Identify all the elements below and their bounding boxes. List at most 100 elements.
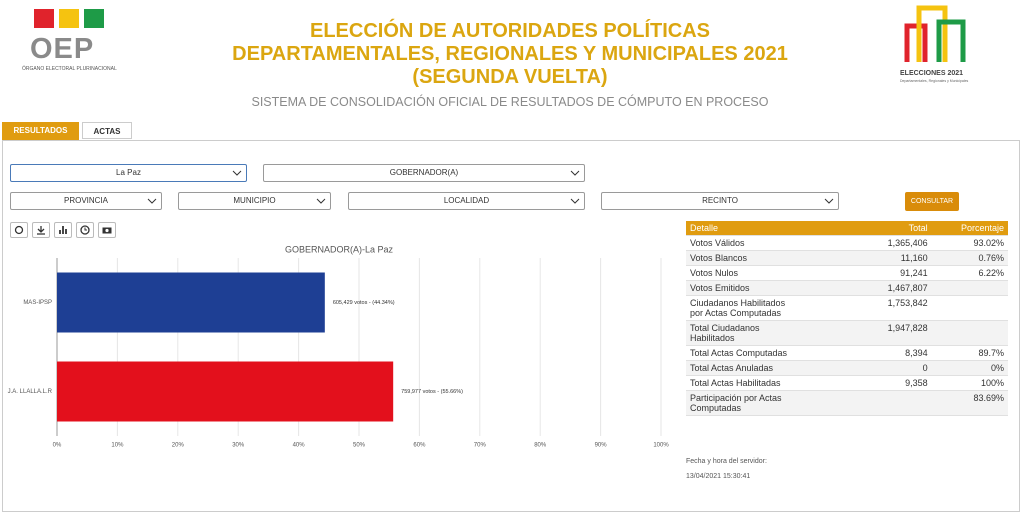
logo-text: OEP xyxy=(30,33,95,65)
subtitle: SISTEMA DE CONSOLIDACIÓN OFICIAL DE RESU… xyxy=(251,95,769,109)
table-cell: 89.7% xyxy=(931,345,1008,361)
table-cell: 1,467,807 xyxy=(857,280,932,296)
header-row: Detalle Total Porcentaje xyxy=(686,221,1008,236)
bar xyxy=(57,272,325,333)
x-tick-label: 80% xyxy=(534,443,547,449)
table-cell: Votos Nulos xyxy=(686,265,858,281)
bar xyxy=(57,361,394,422)
right-logo-subtitle: Departamentales, Regionales y Municipale… xyxy=(900,79,969,83)
table-cell xyxy=(931,295,1008,321)
refresh-button[interactable] xyxy=(10,222,28,238)
table-cell: Votos Válidos xyxy=(686,235,858,251)
table-cell: 0 xyxy=(857,360,932,376)
main-panel xyxy=(2,140,1020,512)
x-tick-label: 100% xyxy=(653,443,669,449)
table-cell: 1,365,406 xyxy=(857,235,932,251)
table-cell: Total Actas Habilitadas xyxy=(686,375,858,391)
chart: GOBERNADOR(A)-La Paz 0% 10% 20% 30% 40% 50% 60%… xyxy=(8,244,670,449)
table-cell: 1,947,828 xyxy=(857,320,932,346)
camera-button[interactable] xyxy=(98,222,116,238)
select-text: PROVINCIA xyxy=(63,196,108,205)
select-text: MUNICIPIO xyxy=(233,196,276,205)
tab-actas[interactable]: ACTAS xyxy=(82,122,132,139)
select-provincia[interactable]: PROVINCIA xyxy=(10,192,162,210)
server-time-label: Fecha y hora del servidor: xyxy=(686,458,767,465)
chart-button[interactable] xyxy=(54,222,72,238)
logo-subtitle: ÓRGANO ELECTORAL PLURINACIONAL xyxy=(22,66,117,72)
right-logo xyxy=(904,5,966,62)
select-localidad[interactable]: LOCALIDAD xyxy=(348,192,585,210)
select-text: La Paz xyxy=(116,168,141,177)
table-cell: Ciudadanos Habilitados por Actas Computa… xyxy=(686,295,858,321)
logo-square xyxy=(59,9,79,28)
value-label: 605,429 votos - (44.34%) xyxy=(333,300,395,306)
table-cell: 11,160 xyxy=(857,250,932,266)
header-cell: Detalle xyxy=(686,221,858,236)
table-row: Total Actas Anuladas 0 0% xyxy=(686,360,1008,376)
table-row: Votos Emitidos 1,467,807 xyxy=(686,280,1008,296)
table-row: Votos Nulos 91,241 6.22% xyxy=(686,265,1008,281)
table-cell: 91,241 xyxy=(857,265,932,281)
table-cell: Total Actas Anuladas xyxy=(686,360,858,376)
x-tick-label: 20% xyxy=(172,443,185,449)
server-time-value: 13/04/2021 15:30:41 xyxy=(686,473,751,480)
results-table-wrap: Detalle Total Porcentaje Votos Válidos 1,365… xyxy=(686,221,1008,416)
tab-resultados[interactable]: RESULTADOS xyxy=(2,122,79,140)
x-tick-label: 40% xyxy=(293,443,306,449)
header-cell: Porcentaje xyxy=(931,221,1008,236)
table-row: Ciudadanos Habilitados por Actas Computa… xyxy=(686,295,1008,321)
x-tick-label: 30% xyxy=(232,443,245,449)
table-cell: Total Ciudadanos Habilitados xyxy=(686,320,858,346)
table-cell: 83.69% xyxy=(931,390,1008,416)
history-button[interactable] xyxy=(76,222,94,238)
table-row: Total Actas Computadas 8,394 89.7% xyxy=(686,345,1008,361)
select-recinto[interactable]: RECINTO xyxy=(601,192,839,210)
table-cell: 0% xyxy=(931,360,1008,376)
y-tick-label: J.A. LLALLA.L.R xyxy=(8,389,53,395)
table-cell xyxy=(931,320,1008,346)
select-departamento[interactable]: La Paz xyxy=(10,164,247,182)
table-cell: 100% xyxy=(931,375,1008,391)
x-tick-label: 50% xyxy=(353,443,366,449)
table-cell xyxy=(931,280,1008,296)
table-cell: 1,753,842 xyxy=(857,295,932,321)
right-logo-text: ELECCIONES 2021 xyxy=(900,70,964,77)
x-tick-label: 70% xyxy=(474,443,487,449)
y-tick-label: MAS-IPSP xyxy=(23,300,52,306)
table-cell: 6.22% xyxy=(931,265,1008,281)
x-tick-label: 0% xyxy=(53,443,62,449)
table-cell: 93.02% xyxy=(931,235,1008,251)
value-label: 759,977 votos - (55.66%) xyxy=(401,389,463,395)
logo-square xyxy=(84,9,104,28)
x-tick-label: 60% xyxy=(413,443,426,449)
consultar-button[interactable]: CONSULTAR xyxy=(905,192,959,211)
title-line: DEPARTAMENTALES, REGIONALES Y MUNICIPALE… xyxy=(232,43,788,65)
table-row: Participación por Actas Computadas 83.69% xyxy=(686,390,1008,416)
logo-square xyxy=(34,9,54,28)
x-tick-label: 90% xyxy=(595,443,608,449)
table-cell: Participación por Actas Computadas xyxy=(686,390,858,416)
table-cell: 9,358 xyxy=(857,375,932,391)
table-cell: Votos Blancos xyxy=(686,250,858,266)
select-text: GOBERNADOR(A) xyxy=(389,168,459,177)
select-text: LOCALIDAD xyxy=(443,196,490,205)
table-cell: 8,394 xyxy=(857,345,932,361)
select-municipio[interactable]: MUNICIPIO xyxy=(178,192,331,210)
results-table: Detalle Total Porcentaje Votos Válidos 1,365… xyxy=(686,221,1008,416)
header-cell: Total xyxy=(857,221,932,236)
x-tick-label: 10% xyxy=(111,443,124,449)
table-cell: Total Actas Computadas xyxy=(686,345,858,361)
select-text: RECINTO xyxy=(702,196,738,205)
table-row: Total Actas Habilitadas 9,358 100% xyxy=(686,375,1008,391)
download-button[interactable] xyxy=(32,222,50,238)
title-line: (SEGUNDA VUELTA) xyxy=(412,66,608,88)
select-cargo[interactable]: GOBERNADOR(A) xyxy=(263,164,585,182)
table-cell xyxy=(857,390,932,416)
table-row: Votos Blancos 11,160 0.76% xyxy=(686,250,1008,266)
table-row: Votos Válidos 1,365,406 93.02% xyxy=(686,235,1008,251)
chart-title: GOBERNADOR(A)-La Paz xyxy=(285,244,394,254)
table-row: Total Ciudadanos Habilitados 1,947,828 xyxy=(686,320,1008,346)
table-cell: 0.76% xyxy=(931,250,1008,266)
title-line: ELECCIÓN DE AUTORIDADES POLÍTICAS xyxy=(309,20,711,42)
